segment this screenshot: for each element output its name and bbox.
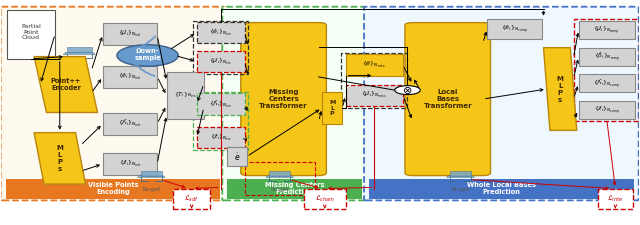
Text: Target: Target	[270, 187, 289, 192]
Bar	[579, 21, 635, 39]
Bar	[579, 74, 635, 92]
Bar	[196, 22, 244, 43]
Circle shape	[117, 45, 178, 66]
Bar	[579, 101, 635, 119]
FancyBboxPatch shape	[1, 7, 225, 200]
Text: M
L
P: M L P	[329, 100, 335, 116]
Polygon shape	[450, 171, 471, 176]
Bar	[196, 51, 244, 72]
Bar	[193, 92, 248, 150]
Bar	[227, 147, 246, 166]
Text: $\{T_i\}_{N_{vis}}$: $\{T_i\}_{N_{vis}}$	[174, 91, 196, 101]
Circle shape	[395, 86, 420, 94]
Text: $\{\hat{z}_i\}_{N_{init}}$: $\{\hat{z}_i\}_{N_{init}}$	[118, 159, 141, 169]
Polygon shape	[447, 176, 474, 177]
Text: $\{\hat{\mu}_i\}_{N_{init}}$: $\{\hat{\mu}_i\}_{N_{init}}$	[118, 29, 142, 39]
Bar	[369, 179, 634, 199]
Bar	[304, 189, 346, 209]
Bar	[196, 94, 244, 115]
FancyBboxPatch shape	[405, 22, 490, 176]
Bar	[103, 112, 157, 135]
Polygon shape	[266, 176, 294, 177]
Bar	[574, 19, 639, 122]
Polygon shape	[269, 171, 291, 176]
Text: M
L
P
s: M L P s	[56, 145, 63, 172]
Text: Missing
Centers
Transformer: Missing Centers Transformer	[259, 89, 308, 109]
Text: $\mathcal{L}_{cham}$: $\mathcal{L}_{cham}$	[315, 194, 335, 204]
Text: $\{\hat{e}_i\}_{N_{comp}}$: $\{\hat{e}_i\}_{N_{comp}}$	[501, 23, 528, 35]
Text: $\mathcal{L}_{inte}$: $\mathcal{L}_{inte}$	[607, 194, 623, 204]
Bar	[598, 189, 633, 209]
Text: $\{\hat{\Lambda}_i\}_{N_{init}}$: $\{\hat{\Lambda}_i\}_{N_{init}}$	[118, 118, 142, 129]
Text: $\dot{e}$: $\dot{e}$	[234, 151, 240, 163]
Bar	[346, 85, 403, 106]
Text: $\{\hat{e}_i\}_{N_{vis}}$: $\{\hat{e}_i\}_{N_{vis}}$	[209, 27, 232, 38]
FancyBboxPatch shape	[364, 7, 639, 200]
Text: $\{\hat{\mu}_i\}_{N_{comp}}$: $\{\hat{\mu}_i\}_{N_{comp}}$	[593, 24, 620, 36]
Text: M
L
P
s: M L P s	[557, 76, 564, 103]
Text: $\{\hat{\delta}_i\}_{N_{comp}}$: $\{\hat{\delta}_i\}_{N_{comp}}$	[593, 50, 620, 63]
Bar	[6, 179, 220, 199]
Text: Whole Local Bases
Prediction: Whole Local Bases Prediction	[467, 182, 536, 196]
Text: $\{\hat{z}_i\}_{N_{comp}}$: $\{\hat{z}_i\}_{N_{comp}}$	[594, 104, 620, 116]
Text: $\{\hat{\Lambda}_i\}_{N_{vis}}$: $\{\hat{\Lambda}_i\}_{N_{vis}}$	[209, 99, 232, 110]
Bar	[193, 21, 248, 74]
Polygon shape	[63, 52, 95, 54]
Bar	[322, 92, 342, 124]
Bar	[103, 23, 157, 45]
Bar	[196, 127, 244, 148]
Polygon shape	[141, 171, 162, 176]
Text: Missing Centers
Prediction: Missing Centers Prediction	[265, 182, 324, 196]
Text: Target: Target	[451, 187, 470, 192]
Polygon shape	[138, 176, 165, 177]
Polygon shape	[543, 48, 577, 130]
Text: Point++
Encoder: Point++ Encoder	[51, 78, 81, 91]
Polygon shape	[34, 133, 86, 184]
Text: Down-
sample: Down- sample	[134, 48, 161, 61]
Text: $\{\hat{\mu}_i\}_{N_{miss}}$: $\{\hat{\mu}_i\}_{N_{miss}}$	[362, 90, 387, 100]
Bar	[341, 53, 408, 108]
Bar	[346, 54, 403, 76]
FancyBboxPatch shape	[222, 7, 367, 200]
Polygon shape	[67, 47, 92, 52]
Bar	[227, 179, 362, 199]
Bar	[7, 10, 55, 59]
Text: $\{\hat{\mu}_i\}_{N_{vis}}$: $\{\hat{\mu}_i\}_{N_{vis}}$	[209, 56, 232, 67]
Text: $\otimes$: $\otimes$	[403, 85, 413, 96]
Bar	[487, 19, 541, 39]
Bar	[103, 153, 157, 175]
Text: $\mathcal{L}_{sdf}$: $\mathcal{L}_{sdf}$	[184, 194, 199, 204]
Text: $\{\hat{e}\}_{N_{miss}}$: $\{\hat{e}\}_{N_{miss}}$	[362, 60, 387, 70]
Bar	[579, 48, 635, 65]
Text: $\{\hat{z}_i\}_{N_{vis}}$: $\{\hat{z}_i\}_{N_{vis}}$	[210, 133, 232, 143]
Text: $\{\hat{e}_i\}_{N_{init}}$: $\{\hat{e}_i\}_{N_{init}}$	[118, 72, 141, 82]
Bar	[167, 72, 204, 119]
Polygon shape	[34, 57, 97, 112]
Text: $\{\hat{\Lambda}_i\}_{N_{comp}}$: $\{\hat{\Lambda}_i\}_{N_{comp}}$	[593, 77, 620, 90]
FancyBboxPatch shape	[241, 22, 326, 176]
Text: Partial
Point
Cloud: Partial Point Cloud	[21, 24, 41, 40]
Bar	[103, 65, 157, 88]
Text: Local
Bases
Transformer: Local Bases Transformer	[424, 89, 472, 109]
Text: Visible Points
Encoding: Visible Points Encoding	[88, 182, 138, 196]
Bar	[244, 162, 315, 195]
Bar	[173, 189, 210, 209]
Text: Target: Target	[141, 187, 161, 192]
